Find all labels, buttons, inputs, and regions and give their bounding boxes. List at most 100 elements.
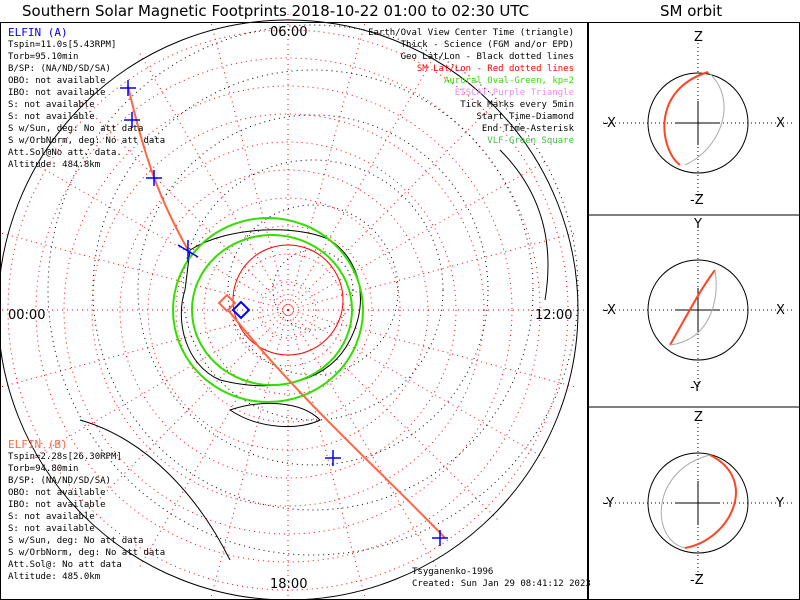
orbit-axis-label-bottom: -Z bbox=[690, 193, 704, 208]
info-line: S: not available bbox=[8, 100, 95, 110]
info-line: S w/Sun, deg: No att data bbox=[8, 536, 144, 546]
legend: Earth/Oval View Center Time (triangle) Th… bbox=[368, 27, 574, 147]
legend-item: Earth/Oval View Center Time (triangle) bbox=[368, 28, 574, 38]
info-line: S w/Sun, deg: No att data bbox=[8, 124, 144, 134]
grid-circle bbox=[175, 197, 401, 423]
grid-meridian bbox=[287, 309, 367, 600]
info-line: Torb=94.80min bbox=[8, 464, 79, 474]
legend-item: Tick Marks every 5min bbox=[460, 100, 574, 110]
info-line: Tspin=2.28s[26.30RPM] bbox=[8, 452, 122, 462]
grid-meridian bbox=[287, 97, 501, 311]
orbit-title: SM orbit bbox=[660, 2, 723, 20]
grid-meridian bbox=[137, 49, 289, 311]
tick-marks bbox=[120, 80, 448, 546]
orbit-frame bbox=[588, 22, 800, 600]
grid-meridian bbox=[287, 309, 578, 389]
orbit-axis-label-right: X bbox=[776, 116, 785, 131]
orbit-axis-label-top: Z bbox=[694, 410, 703, 425]
grid-circle bbox=[119, 141, 457, 479]
grid-meridian bbox=[209, 20, 289, 311]
grid-meridian bbox=[287, 309, 549, 461]
grid-circle bbox=[63, 85, 513, 535]
grid-meridian bbox=[287, 20, 367, 311]
legend-item: Auroral Oval-Green, kp=2 bbox=[443, 76, 574, 86]
info-line: Altitude: 484.8km bbox=[8, 160, 101, 170]
orbit-axis-label-left: -Y bbox=[603, 496, 615, 511]
orbit-axis-label-bottom: -Y bbox=[690, 380, 702, 395]
grid-meridian bbox=[287, 49, 439, 311]
legend-item: Thick - Science (FGM and/or EPD) bbox=[400, 40, 574, 50]
info-line: Torb=95.10min bbox=[8, 52, 79, 62]
map-boundary bbox=[0, 19, 579, 600]
elfin-a-info: ELFIN (A) Tspin=11.0s[5.43RPM] Torb=95.10m… bbox=[8, 27, 165, 171]
legend-item: SM Lat/Lon - Red dotted lines bbox=[416, 64, 574, 74]
auroral-oval bbox=[172, 217, 364, 403]
grid-circle bbox=[35, 57, 541, 563]
orbit-axis-label-top: Z bbox=[694, 30, 703, 45]
grid-meridian bbox=[75, 309, 289, 523]
info-line: S w/OrbNorm, deg: No att data bbox=[8, 548, 166, 558]
geo-grid-circle bbox=[227, 204, 399, 376]
continent-outline bbox=[79, 149, 549, 561]
grid-meridian bbox=[75, 97, 289, 311]
info-line: IBO: not available bbox=[8, 500, 106, 510]
mlt-label-bottom: 18:00 bbox=[270, 577, 308, 592]
info-line: S: not available bbox=[8, 524, 95, 534]
legend-item: End Time-Asterisk bbox=[481, 124, 574, 134]
legend-item: EISCAT-Purple Triangle bbox=[454, 88, 574, 98]
start-diamond-icon bbox=[231, 300, 251, 320]
mlt-label-left: 00:00 bbox=[8, 308, 46, 323]
orbit-axis-label-top: Y bbox=[694, 217, 702, 232]
start-diamond-icon bbox=[217, 293, 237, 313]
grid-meridian bbox=[287, 159, 549, 311]
grid-meridian bbox=[209, 309, 289, 600]
orbit-axis-label-left: -X bbox=[603, 116, 616, 131]
geo-grid-circle bbox=[182, 159, 444, 421]
info-line: Att.Sol@No att. data. bbox=[8, 148, 122, 158]
model-credit: Tsyganenko-1996 bbox=[412, 567, 494, 577]
grid-meridian bbox=[287, 309, 439, 571]
info-line: Att.Sol@: No att data bbox=[8, 560, 122, 570]
geo-grid-circle bbox=[137, 114, 489, 466]
spacecraft-name: ELFIN (A) bbox=[8, 26, 68, 39]
orbit-axis-label-right: Y bbox=[776, 496, 784, 511]
created-timestamp: Created: Sun Jan 29 08:41:12 2023 bbox=[412, 579, 591, 589]
mlt-label-top: 06:00 bbox=[270, 25, 308, 40]
grid-meridian bbox=[287, 309, 501, 523]
grid-meridian bbox=[27, 159, 289, 311]
orbit-back bbox=[660, 454, 711, 549]
orbit-axis-label-bottom: -Z bbox=[690, 573, 704, 588]
grid-circle bbox=[259, 281, 317, 339]
orbit-axis-label-left: -X bbox=[603, 303, 616, 318]
legend-item: Start Time-Diamond bbox=[476, 112, 574, 122]
info-line: S: not available bbox=[8, 512, 95, 522]
info-line: B/SP: (NA/ND/SD/SA) bbox=[8, 476, 111, 486]
orbit-front bbox=[684, 454, 737, 549]
info-line: IBO: not available bbox=[8, 88, 106, 98]
info-line: B/SP: (NA/ND/SD/SA) bbox=[8, 64, 111, 74]
info-line: S w/OrbNorm, deg: No att data bbox=[8, 136, 166, 146]
orbit-axis-label-right: X bbox=[776, 303, 785, 318]
legend-item: Geo Lat/Lon - Black dotted lines bbox=[400, 52, 574, 62]
orbit-back bbox=[669, 269, 717, 346]
elfin-b-track bbox=[227, 309, 446, 539]
info-line: OBO: not available bbox=[8, 488, 106, 498]
info-line: OBO: not available bbox=[8, 76, 106, 86]
grid-meridian bbox=[137, 309, 289, 571]
info-line: Tspin=11.0s[5.43RPM] bbox=[8, 40, 117, 50]
geo-grid-circle bbox=[92, 69, 534, 511]
grid-circle bbox=[203, 225, 373, 395]
info-line: S: not available bbox=[8, 112, 95, 122]
orbit-front bbox=[669, 269, 716, 346]
legend-item: VLF-Green Square bbox=[487, 136, 574, 146]
orbit-back bbox=[684, 71, 725, 166]
geo-grid-circle bbox=[272, 249, 354, 331]
grid-meridian bbox=[27, 309, 289, 461]
geo-grid-circle bbox=[47, 24, 579, 556]
info-line: Altitude: 485.0km bbox=[8, 572, 101, 582]
grid-meridian bbox=[0, 232, 289, 311]
orbit-front bbox=[663, 71, 709, 166]
spacecraft-name: ELFIN (B) bbox=[8, 438, 68, 451]
